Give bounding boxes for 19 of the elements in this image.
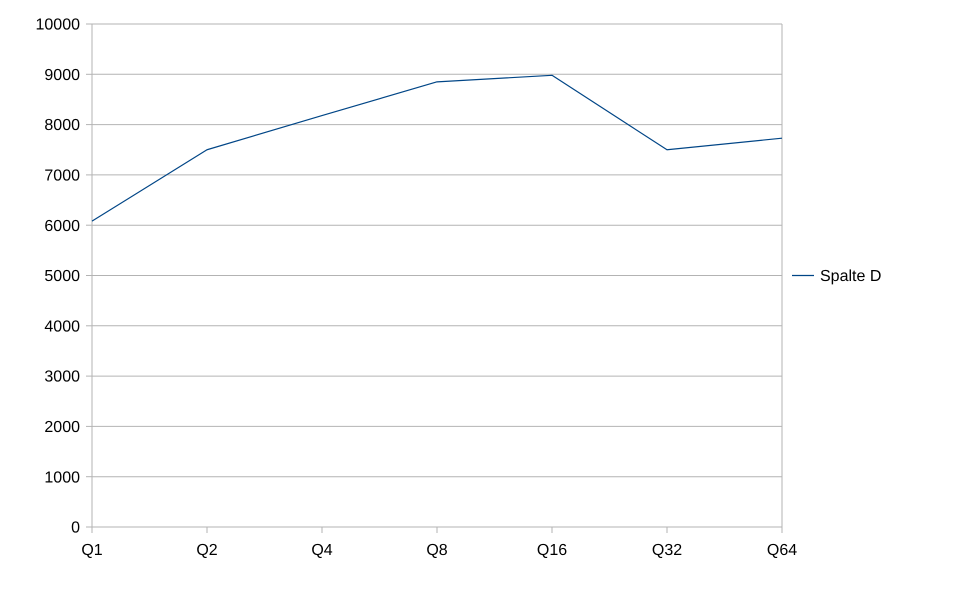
x-tick-label: Q8 xyxy=(426,542,448,559)
legend-label: Spalte D xyxy=(820,268,882,286)
x-tick-label: Q32 xyxy=(652,542,682,559)
y-tick-label: 7000 xyxy=(44,168,80,184)
y-tick-label: 8000 xyxy=(44,117,80,134)
y-tick-label: 10000 xyxy=(36,16,80,34)
x-tick-label: Q2 xyxy=(196,542,218,559)
x-tick-label: Q1 xyxy=(81,542,103,559)
y-tick-label: 0 xyxy=(71,520,80,537)
x-tick-label: Q16 xyxy=(536,542,568,559)
y-tick-label: 9000 xyxy=(44,66,80,84)
x-tick-label: Q4 xyxy=(311,542,333,559)
y-tick-label: 2000 xyxy=(44,419,80,436)
y-tick-label: 6000 xyxy=(44,218,80,235)
y-tick-label: 1000 xyxy=(44,469,80,486)
y-tick-label: 5000 xyxy=(44,268,80,286)
y-tick-label: 3000 xyxy=(44,368,80,386)
y-tick-label: 4000 xyxy=(44,318,80,336)
x-tick-label: Q64 xyxy=(766,542,798,559)
